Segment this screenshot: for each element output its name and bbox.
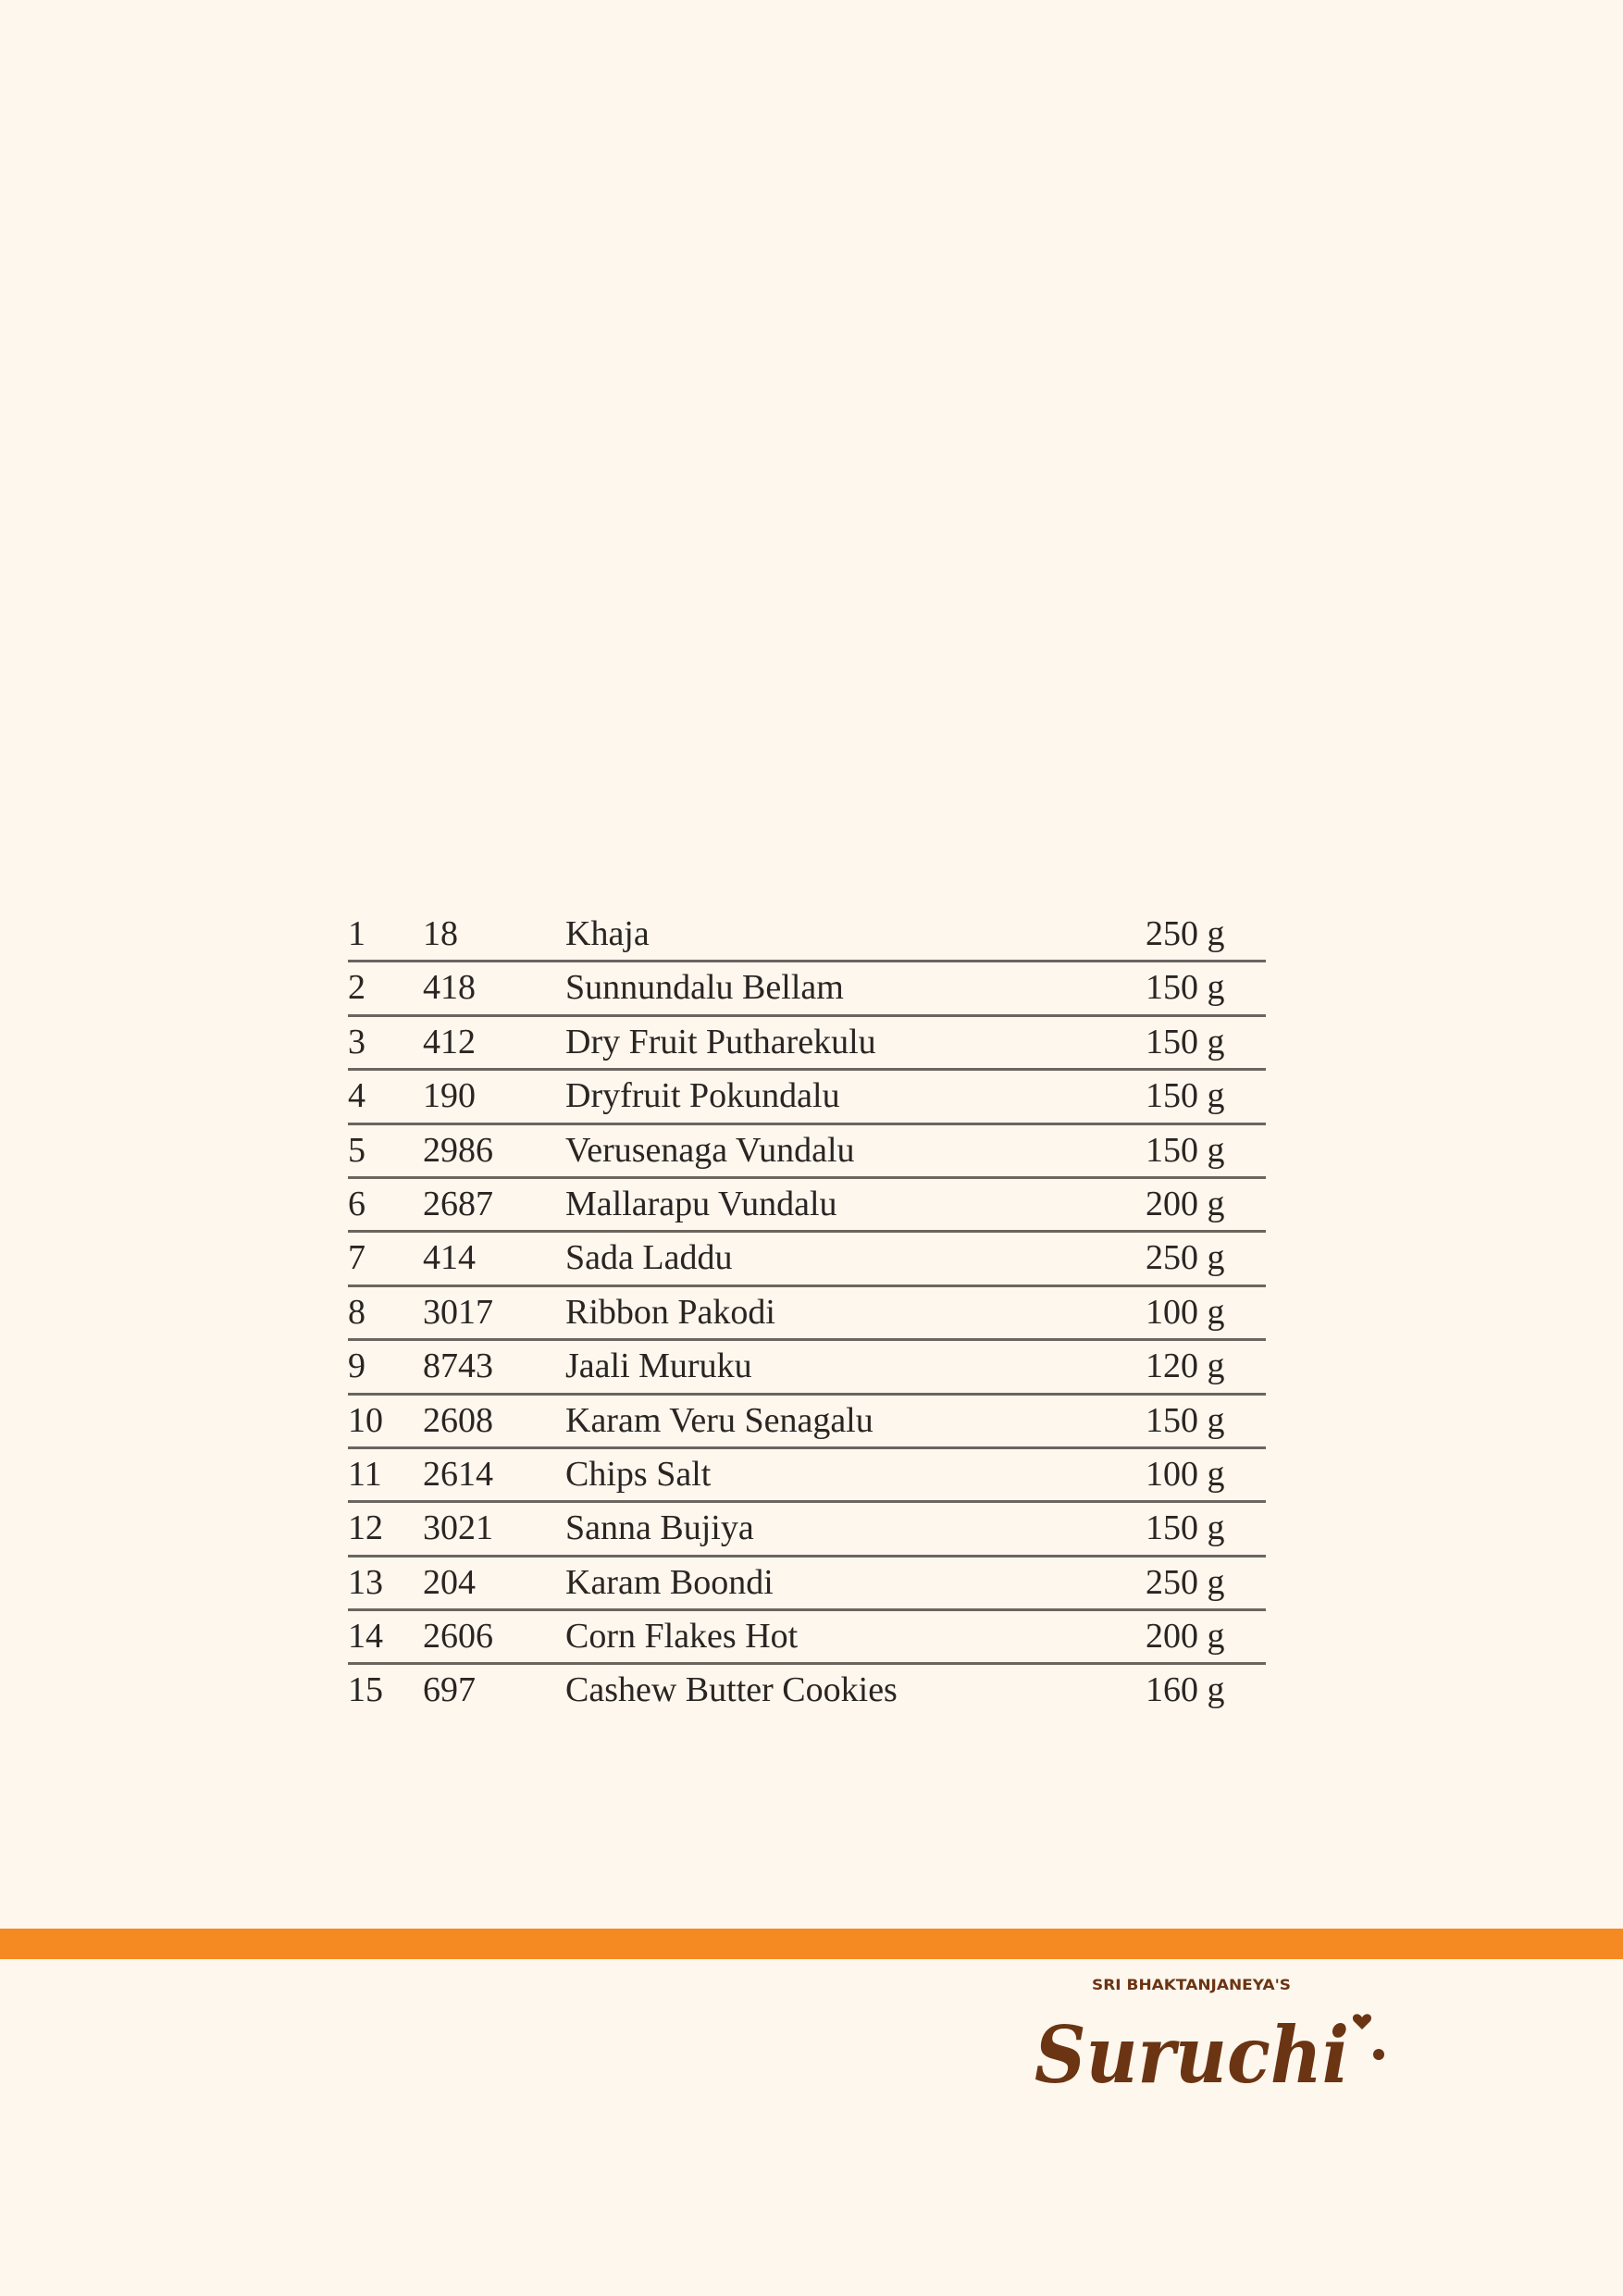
dot-icon (1373, 2049, 1384, 2060)
table-row: 8 3017 Ribbon Pakodi 100 g (348, 1287, 1266, 1342)
item-number: 2 (348, 968, 365, 1008)
item-name: Sada Laddu (565, 1238, 733, 1278)
item-weight: 150 g (1146, 1130, 1225, 1170)
item-number: 4 (348, 1076, 365, 1116)
table-row: 12 3021 Sanna Bujiya 150 g (348, 1503, 1266, 1558)
item-number: 11 (348, 1454, 382, 1494)
item-number: 9 (348, 1347, 365, 1386)
item-number: 8 (348, 1292, 365, 1332)
table-row: 10 2608 Karam Veru Senagalu 150 g (348, 1396, 1266, 1449)
item-name: Karam Veru Senagalu (565, 1400, 873, 1440)
item-name: Dry Fruit Putharekulu (565, 1022, 876, 1061)
item-code: 2687 (423, 1184, 493, 1223)
table-row: 7 414 Sada Laddu 250 g (348, 1233, 1266, 1287)
table-row: 4 190 Dryfruit Pokundalu 150 g (348, 1071, 1266, 1125)
item-name: Jaali Muruku (565, 1347, 752, 1386)
item-name: Dryfruit Pokundalu (565, 1076, 840, 1116)
item-code: 8743 (423, 1347, 493, 1386)
heart-icon (1352, 2014, 1372, 2029)
item-number: 14 (348, 1617, 383, 1657)
item-code: 414 (423, 1238, 476, 1278)
item-number: 6 (348, 1184, 365, 1223)
table-row: 3 412 Dry Fruit Putharekulu 150 g (348, 1017, 1266, 1072)
item-code: 412 (423, 1022, 476, 1061)
item-number: 12 (348, 1508, 383, 1548)
item-code: 2986 (423, 1130, 493, 1170)
item-weight: 150 g (1146, 1022, 1225, 1061)
logo-wordmark: Suruchi (1035, 2009, 1349, 2099)
item-name: Mallarapu Vundalu (565, 1184, 837, 1223)
item-code: 18 (423, 914, 458, 953)
item-code: 2608 (423, 1400, 493, 1440)
item-name: Sanna Bujiya (565, 1508, 754, 1548)
item-weight: 160 g (1146, 1670, 1225, 1710)
item-weight: 120 g (1146, 1347, 1225, 1386)
item-number: 10 (348, 1400, 383, 1440)
item-name: Sunnundalu Bellam (565, 968, 844, 1008)
item-name: Corn Flakes Hot (565, 1617, 799, 1657)
item-weight: 150 g (1146, 1508, 1225, 1548)
item-weight: 250 g (1146, 1238, 1225, 1278)
table-row: 2 418 Sunnundalu Bellam 150 g (348, 962, 1266, 1017)
item-code: 204 (423, 1562, 476, 1602)
item-name: Verusenaga Vundalu (565, 1130, 855, 1170)
table-row: 14 2606 Corn Flakes Hot 200 g (348, 1611, 1266, 1666)
footer-accent-bar (0, 1929, 1623, 1959)
item-code: 418 (423, 968, 476, 1008)
item-number: 5 (348, 1130, 365, 1170)
item-code: 2606 (423, 1617, 493, 1657)
item-weight: 250 g (1146, 914, 1225, 953)
logo-prefix: SRI BHAKTANJANEYA'S (1092, 1976, 1291, 1993)
table-row: 11 2614 Chips Salt 100 g (348, 1449, 1266, 1504)
item-name: Khaja (565, 914, 650, 953)
item-weight: 150 g (1146, 968, 1225, 1008)
table-row: 5 2986 Verusenaga Vundalu 150 g (348, 1125, 1266, 1179)
item-number: 13 (348, 1562, 383, 1602)
item-number: 15 (348, 1670, 383, 1710)
item-number: 3 (348, 1022, 365, 1061)
table-row: 6 2687 Mallarapu Vundalu 200 g (348, 1179, 1266, 1234)
table-row: 13 204 Karam Boondi 250 g (348, 1558, 1266, 1612)
item-weight: 200 g (1146, 1617, 1225, 1657)
item-code: 190 (423, 1076, 476, 1116)
item-number: 7 (348, 1238, 365, 1278)
item-number: 1 (348, 914, 365, 953)
item-name: Karam Boondi (565, 1562, 774, 1602)
item-weight: 150 g (1146, 1076, 1225, 1116)
suruchi-logo: SRI BHAKTANJANEYA'S Suruchi (1035, 1976, 1384, 2099)
item-weight: 250 g (1146, 1562, 1225, 1602)
table-row: 1 18 Khaja 250 g (348, 909, 1266, 963)
item-code: 2614 (423, 1454, 493, 1494)
item-weight: 150 g (1146, 1400, 1225, 1440)
table-row: 15 697 Cashew Butter Cookies 160 g (348, 1665, 1266, 1716)
item-weight: 100 g (1146, 1454, 1225, 1494)
item-weight: 100 g (1146, 1292, 1225, 1332)
table-row: 9 8743 Jaali Muruku 120 g (348, 1341, 1266, 1396)
item-weight: 200 g (1146, 1184, 1225, 1223)
item-name: Cashew Butter Cookies (565, 1670, 898, 1710)
item-code: 3021 (423, 1508, 493, 1548)
item-name: Chips Salt (565, 1454, 712, 1494)
item-name: Ribbon Pakodi (565, 1292, 775, 1332)
item-code: 697 (423, 1670, 476, 1710)
item-code: 3017 (423, 1292, 493, 1332)
